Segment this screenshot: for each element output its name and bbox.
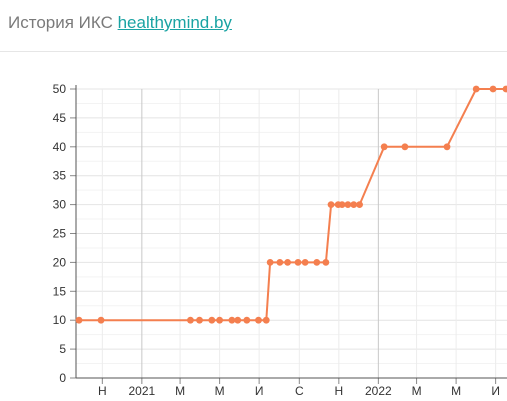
x-tick-label: 2022 [365,384,392,398]
data-point[interactable] [301,259,309,266]
data-point[interactable] [97,316,105,324]
x-tick-label: И [491,384,500,398]
data-point[interactable] [338,201,346,209]
data-point[interactable] [443,143,451,151]
series-ikc [75,85,507,324]
data-point[interactable] [401,143,409,151]
data-point[interactable] [322,259,330,266]
data-point[interactable] [208,316,216,324]
data-point[interactable] [327,201,335,209]
data-point[interactable] [255,316,262,324]
data-point[interactable] [228,316,236,324]
data-point[interactable] [276,259,284,266]
data-point[interactable] [187,316,194,324]
data-point[interactable] [75,316,83,324]
y-tick-label: 50 [53,82,67,96]
y-tick-label: 20 [53,255,67,269]
x-tick-label: Н [98,384,107,398]
x-tick-label: М [451,384,461,398]
y-tick-label: 30 [53,198,67,212]
x-axis: Н 2021 М М И С Н 2022 М М И [76,377,507,398]
y-tick-label: 40 [53,140,67,154]
y-tick-label: 0 [59,371,66,385]
y-tick-label: 35 [53,169,67,183]
data-point[interactable] [262,316,270,324]
chart-header: История ИКС healthymind.by [8,8,232,38]
data-point[interactable] [356,201,363,209]
x-tick-label: Н [334,384,343,398]
y-axis: 0 5 10 15 20 25 30 35 40 45 50 [53,82,77,385]
x-tick-label: 2021 [128,384,155,398]
chart-title: История ИКС [8,13,113,32]
y-tick-label: 15 [53,284,67,298]
data-point[interactable] [243,316,251,324]
y-tick-label: 10 [53,313,67,327]
data-point[interactable] [489,85,497,93]
data-point[interactable] [502,85,507,93]
data-point[interactable] [344,201,352,209]
x-tick-label: М [175,384,185,398]
data-point[interactable] [380,143,388,151]
y-gridlines [76,88,507,365]
x-tick-label: И [255,384,264,398]
x-tick-label: М [412,384,422,398]
x-tick-label: М [215,384,225,398]
data-point[interactable] [313,259,321,266]
y-tick-label: 25 [53,227,67,241]
data-point[interactable] [350,201,358,209]
y-tick-label: 45 [53,111,67,125]
data-point[interactable] [284,259,292,266]
data-point[interactable] [216,316,224,324]
data-point[interactable] [234,316,242,324]
header-divider [0,51,507,52]
data-point[interactable] [196,316,203,324]
site-link[interactable]: healthymind.by [117,13,232,32]
data-point[interactable] [294,259,302,266]
data-point[interactable] [266,259,274,266]
data-point[interactable] [472,85,480,93]
x-tick-label: С [295,384,304,398]
y-tick-label: 5 [59,342,66,356]
x-gridlines [101,89,497,378]
